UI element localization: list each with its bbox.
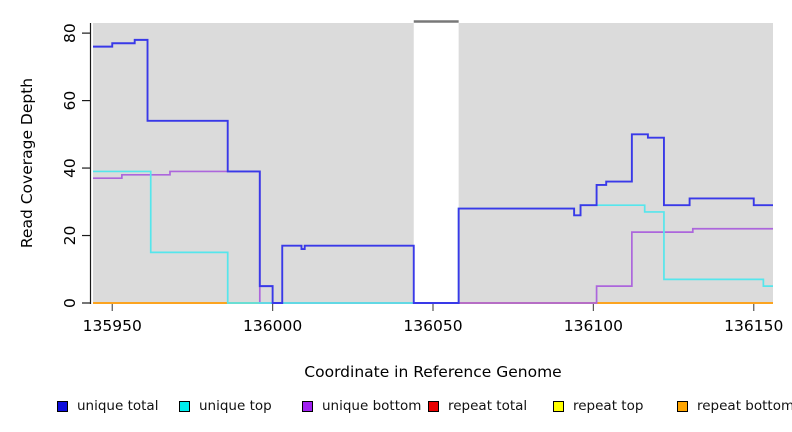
repeat-region-gap [413,20,459,304]
y-tick-label: 60 [61,91,79,111]
legend-label: repeat top [573,398,644,414]
repeat-total-swatch-icon [428,401,439,412]
legend-item-repeat-top: repeat top [553,399,643,414]
repeat-bottom-swatch-icon [677,401,688,412]
legend-label: unique bottom [322,398,422,414]
legend-item-repeat-total: repeat total [428,399,527,414]
legend-label: repeat bottom [697,398,792,414]
unique-bottom-swatch-icon [302,401,313,412]
legend-label: repeat total [448,398,528,414]
x-tick-label: 136150 [724,317,783,335]
unique-total-swatch-icon [57,401,68,412]
y-axis-title: Read Coverage Depth [18,77,36,249]
legend-item-unique-total: unique total [57,399,158,414]
series-line-unique-total [93,38,773,304]
legend-label: unique total [77,398,159,414]
repeat-top-swatch-icon [553,401,564,412]
x-axis-title: Coordinate in Reference Genome [304,363,562,381]
y-tick-label: 20 [61,226,79,246]
y-tick-label: 0 [61,298,79,308]
x-tick-label: 136100 [564,317,623,335]
y-tick-label: 40 [61,158,79,178]
y-tick-label: 80 [61,23,79,43]
x-tick-label: 135950 [83,317,142,335]
legend-item-unique-top: unique top [179,399,272,414]
x-tick-label: 136050 [403,317,462,335]
unique-top-swatch-icon [179,401,190,412]
legend-item-repeat-bottom: repeat bottom [677,399,792,414]
x-tick-label: 136000 [243,317,302,335]
legend-label: unique top [199,398,272,414]
legend-item-unique-bottom: unique bottom [302,399,421,414]
